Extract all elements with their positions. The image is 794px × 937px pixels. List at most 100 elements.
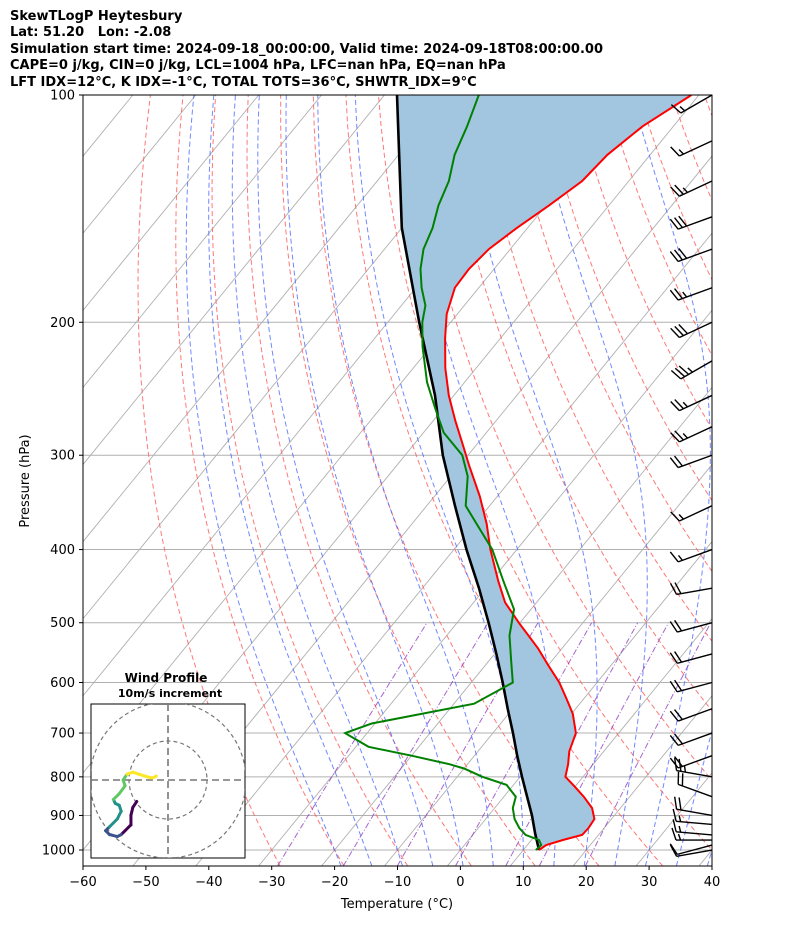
- y-tick-label: 1000: [42, 844, 75, 859]
- x-axis-ticks: −60 −50 −40 −30 −20 −10 0 10 20 30 40: [69, 866, 720, 890]
- barb-staff: [676, 820, 713, 826]
- barb-staff: [677, 708, 713, 722]
- barb-full: [669, 680, 678, 693]
- x-tick-label: 40: [704, 875, 721, 890]
- moist-adiabat: [706, 848, 712, 866]
- dry-adiabat: [137, 95, 281, 866]
- barb-full: [669, 289, 679, 301]
- wind-barb: [669, 732, 713, 747]
- y-tick-label: 300: [50, 449, 75, 464]
- moist-adiabat: [675, 728, 712, 866]
- wind-barb: [669, 582, 713, 596]
- x-tick-label: −30: [258, 875, 285, 890]
- y-tick-label: 500: [50, 616, 75, 631]
- mixing-ratio-line: [584, 622, 712, 866]
- dry-adiabat: [508, 95, 712, 573]
- barb-staff: [677, 216, 713, 230]
- dry-adiabat: [443, 95, 712, 712]
- barb-full: [674, 184, 684, 195]
- shaded-area: [397, 95, 692, 850]
- barb-full: [672, 808, 677, 822]
- barb-full: [670, 186, 680, 197]
- wind-barb: [669, 287, 713, 301]
- barb-half: [678, 825, 682, 833]
- mixing-ratio-line: [342, 622, 489, 866]
- moist-adiabat: [285, 95, 464, 866]
- barb-staff: [677, 653, 713, 664]
- dry-adiabat: [280, 95, 536, 866]
- barb-full: [674, 582, 682, 594]
- hodograph-segment: [108, 817, 119, 829]
- header-indices-1: CAPE=0 j/kg, CIN=0 j/kg, LCL=1004 hPa, L…: [10, 58, 506, 74]
- barb-half: [682, 433, 689, 439]
- barb-staff: [677, 548, 713, 563]
- isotherm--110: [83, 95, 385, 466]
- barb-half: [679, 106, 686, 112]
- barb-full: [669, 457, 679, 468]
- isotherm--130: [83, 95, 259, 312]
- isotherm-20: [572, 695, 712, 866]
- barb-full: [673, 217, 683, 229]
- isotherm--30: [258, 309, 712, 866]
- barb-staff: [679, 426, 713, 443]
- wind-barbs: [669, 94, 713, 857]
- barb-full: [669, 843, 678, 855]
- y-axis-label: Pressure (hPa): [18, 434, 33, 527]
- isotherm-10: [509, 617, 712, 866]
- barb-full: [673, 249, 683, 261]
- barb-staff: [679, 180, 713, 197]
- x-tick-label: −50: [132, 875, 159, 890]
- barb-full: [674, 430, 684, 441]
- barb-staff: [679, 394, 713, 412]
- wind-profile-inset: Wind Profile 10m/s increment: [90, 671, 246, 859]
- barb-staff: [677, 287, 713, 301]
- wind-barb: [673, 757, 713, 778]
- wind-barb: [670, 140, 713, 157]
- barb-half: [677, 833, 682, 841]
- isotherm-30: [635, 772, 712, 866]
- dry-adiabat: [475, 95, 712, 642]
- barb-full: [674, 679, 683, 692]
- barb-full: [670, 511, 680, 522]
- dry-adiabat: [606, 95, 712, 357]
- barb-full: [670, 104, 682, 114]
- chart-header: SkewTLogP Heytesbury Lat: 51.20 Lon: -2.0…: [10, 9, 603, 91]
- barb-full: [671, 827, 677, 841]
- barb-staff: [676, 769, 713, 778]
- y-tick-label: 600: [50, 676, 75, 691]
- wind-barb: [670, 321, 713, 339]
- barb-staff: [680, 94, 713, 114]
- barb-full: [669, 757, 679, 769]
- mixing-ratio-line: [277, 622, 428, 866]
- barb-staff: [677, 454, 713, 469]
- barb-staff: [677, 248, 713, 263]
- wind-barb: [669, 548, 713, 563]
- barb-full: [670, 327, 680, 338]
- barb-half: [682, 401, 689, 408]
- barb-staff: [677, 783, 713, 798]
- barb-full: [669, 582, 678, 595]
- isotherm--20: [321, 386, 712, 866]
- parcel-line: [395, 95, 541, 851]
- barb-full: [672, 819, 677, 832]
- isotherm--120: [83, 95, 322, 389]
- hodograph-segment: [150, 774, 158, 780]
- wind-barb: [671, 827, 712, 841]
- barb-full: [669, 251, 679, 262]
- barb-staff: [679, 321, 713, 339]
- wind-barb: [672, 808, 713, 826]
- barb-staff: [677, 755, 713, 769]
- barb-staff: [680, 360, 713, 380]
- isotherm--160: [0, 95, 70, 866]
- barb-half: [682, 187, 689, 193]
- hodograph-subtitle: 10m/s increment: [118, 687, 222, 700]
- dry-adiabat: [410, 95, 712, 782]
- barb-full: [670, 146, 680, 157]
- y-tick-label: 900: [50, 809, 75, 824]
- wind-barb: [670, 360, 713, 380]
- header-indices-2: LFT IDX=12°C, K IDX=-1°C, TOTAL TOTS=36°…: [10, 74, 477, 90]
- x-tick-label: 30: [641, 875, 658, 890]
- barb-half: [683, 765, 687, 773]
- x-tick-label: −10: [384, 875, 411, 890]
